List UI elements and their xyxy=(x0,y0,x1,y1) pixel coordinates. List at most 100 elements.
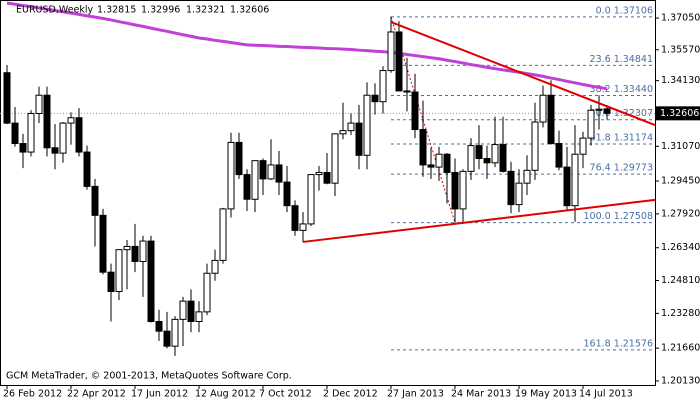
candle-body xyxy=(411,91,419,131)
candle-body xyxy=(435,153,443,168)
x-tick-label: 17 Jun 2012 xyxy=(131,389,188,400)
candle-body xyxy=(331,133,339,184)
candle-body xyxy=(67,117,75,124)
candle-body xyxy=(299,223,307,231)
x-tick-label: 24 Mar 2013 xyxy=(451,389,511,400)
candle-body xyxy=(275,164,283,183)
candle-body xyxy=(267,164,275,180)
candle-body xyxy=(595,108,603,111)
candle-body xyxy=(91,185,99,216)
footer: GCM MetaTrader, © 2001-2013, MetaQuotes … xyxy=(6,371,292,382)
candle-body xyxy=(171,318,179,347)
x-tick-label: 26 Feb 2012 xyxy=(3,389,62,400)
candle-body xyxy=(427,164,435,168)
y-tick-label: 1.27920 xyxy=(661,208,700,219)
candle-body xyxy=(451,171,459,210)
current-price-box xyxy=(656,106,700,121)
candle-body xyxy=(19,142,27,153)
header-close: 1.32606 xyxy=(230,5,269,16)
current-price-label: 1.32606 xyxy=(660,108,699,119)
header-low: 1.32321 xyxy=(186,5,225,16)
candle-body xyxy=(347,122,355,132)
candle-body xyxy=(571,153,579,207)
candle-body xyxy=(227,141,235,210)
candle-body xyxy=(75,117,83,153)
candle-body xyxy=(555,142,563,168)
trendline xyxy=(390,21,656,126)
fib-label: 61.8 1.31174 xyxy=(590,133,653,144)
x-tick-label: 2 Dec 2012 xyxy=(323,389,378,400)
candle-body xyxy=(203,272,211,313)
fib-label: 0.0 1.37106 xyxy=(596,5,653,16)
y-tick-label: 1.20130 xyxy=(661,375,700,386)
candle-body xyxy=(187,300,195,323)
candle-body xyxy=(115,249,123,292)
candle-body xyxy=(539,94,547,123)
candle-body xyxy=(483,158,491,164)
x-tick-label: 14 Jul 2013 xyxy=(579,389,633,400)
candle-body xyxy=(163,330,171,347)
y-tick-label: 1.37050 xyxy=(661,13,700,24)
x-tick-label: 27 Jan 2013 xyxy=(387,389,444,400)
candle-body xyxy=(83,151,91,187)
candle-body xyxy=(139,240,147,262)
candle-body xyxy=(379,70,387,103)
candle-body xyxy=(291,205,299,231)
candle-body xyxy=(403,90,411,93)
candle-body xyxy=(243,174,251,200)
candle-body xyxy=(307,174,315,225)
candle-body xyxy=(283,181,291,207)
y-tick-label: 1.34130 xyxy=(661,75,700,86)
candle-body xyxy=(155,321,163,332)
candle-body xyxy=(211,259,219,274)
header-open: 1.32815 xyxy=(97,5,136,16)
candle-body xyxy=(363,94,371,156)
x-tick-label: 19 May 2013 xyxy=(515,389,577,400)
candle-body xyxy=(11,122,19,144)
candle-body xyxy=(507,170,515,206)
candle-body xyxy=(315,171,323,176)
candle-body xyxy=(27,112,35,153)
candle-body xyxy=(563,166,571,207)
candle-body xyxy=(251,160,259,200)
candle-body xyxy=(131,245,139,262)
y-tick-label: 1.35570 xyxy=(661,44,700,55)
candle-body xyxy=(371,94,379,103)
plot-frame xyxy=(0,0,656,386)
x-tick-label: 12 Aug 2012 xyxy=(195,389,256,400)
moving-average xyxy=(6,1,608,91)
candle-body xyxy=(523,169,531,184)
trendline xyxy=(302,198,656,243)
candle-body xyxy=(35,94,43,114)
candle-body xyxy=(59,122,67,154)
candle-body xyxy=(467,145,475,172)
y-tick-label: 1.29450 xyxy=(661,176,700,187)
fib-label: 23.6 1.34841 xyxy=(590,54,653,65)
candle-body xyxy=(515,182,523,206)
y-tick-label: 1.23280 xyxy=(661,308,700,319)
candle-body xyxy=(219,208,227,261)
candle-body xyxy=(339,130,347,135)
x-tick-label: 7 Oct 2012 xyxy=(259,389,312,400)
candle-body xyxy=(51,147,59,154)
x-tick-label: 22 Apr 2012 xyxy=(67,389,126,400)
candle-body xyxy=(491,144,499,164)
candle-body xyxy=(579,137,587,155)
candle-body xyxy=(387,31,395,72)
candle-body xyxy=(43,94,51,149)
candle-body xyxy=(107,271,115,292)
candle-body xyxy=(3,72,11,124)
candle-body xyxy=(179,300,187,320)
candle-body xyxy=(147,240,155,323)
candle-body xyxy=(547,94,555,144)
y-tick-label: 1.21660 xyxy=(661,343,700,354)
candle-body xyxy=(475,145,483,160)
candle-body xyxy=(531,121,539,171)
candle-body xyxy=(99,214,107,273)
y-tick-label: 1.26340 xyxy=(661,242,700,253)
candle-body xyxy=(443,153,451,173)
candle-body xyxy=(395,31,403,92)
